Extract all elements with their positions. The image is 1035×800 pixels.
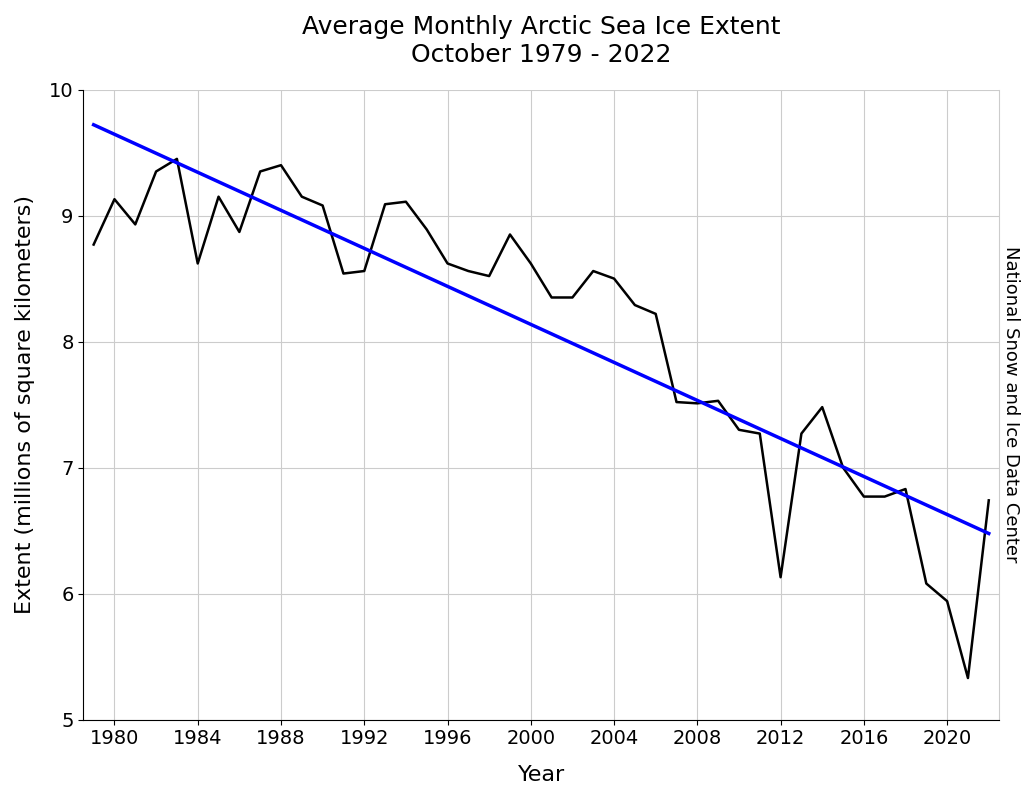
Y-axis label: Extent (millions of square kilometers): Extent (millions of square kilometers) xyxy=(14,195,35,614)
Y-axis label: National Snow and Ice Data Center: National Snow and Ice Data Center xyxy=(1002,246,1021,563)
X-axis label: Year: Year xyxy=(518,765,565,785)
Title: Average Monthly Arctic Sea Ice Extent
October 1979 - 2022: Average Monthly Arctic Sea Ice Extent Oc… xyxy=(302,15,780,66)
